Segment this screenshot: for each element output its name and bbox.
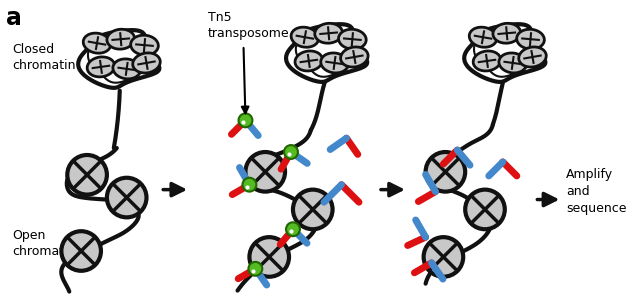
Circle shape <box>293 190 333 229</box>
Ellipse shape <box>295 51 323 71</box>
Ellipse shape <box>516 29 545 49</box>
Circle shape <box>284 145 298 159</box>
Ellipse shape <box>87 57 115 77</box>
Circle shape <box>239 113 252 127</box>
Circle shape <box>61 231 101 271</box>
Ellipse shape <box>469 27 497 47</box>
Circle shape <box>426 152 465 192</box>
Ellipse shape <box>339 29 366 49</box>
Ellipse shape <box>340 47 368 67</box>
Text: Closed
chromatin: Closed chromatin <box>12 43 76 72</box>
Text: Tn5
transposome: Tn5 transposome <box>208 11 289 40</box>
Text: Amplify
and
sequence: Amplify and sequence <box>566 168 627 215</box>
Ellipse shape <box>113 59 141 79</box>
Ellipse shape <box>473 51 500 71</box>
Circle shape <box>250 237 289 277</box>
Circle shape <box>246 152 285 192</box>
Ellipse shape <box>321 53 348 73</box>
Ellipse shape <box>83 33 111 53</box>
Text: a: a <box>6 6 22 30</box>
Circle shape <box>424 237 463 277</box>
Ellipse shape <box>493 23 520 43</box>
Ellipse shape <box>315 23 342 43</box>
Ellipse shape <box>132 53 160 73</box>
Circle shape <box>248 262 262 276</box>
Ellipse shape <box>291 27 319 47</box>
Circle shape <box>243 178 257 192</box>
Ellipse shape <box>499 53 527 73</box>
Circle shape <box>286 222 300 236</box>
Circle shape <box>465 190 505 229</box>
Ellipse shape <box>131 35 158 55</box>
Circle shape <box>107 178 147 217</box>
Text: Open
chromatin: Open chromatin <box>12 229 76 258</box>
Ellipse shape <box>519 47 547 67</box>
Ellipse shape <box>107 29 134 49</box>
Circle shape <box>67 155 107 195</box>
